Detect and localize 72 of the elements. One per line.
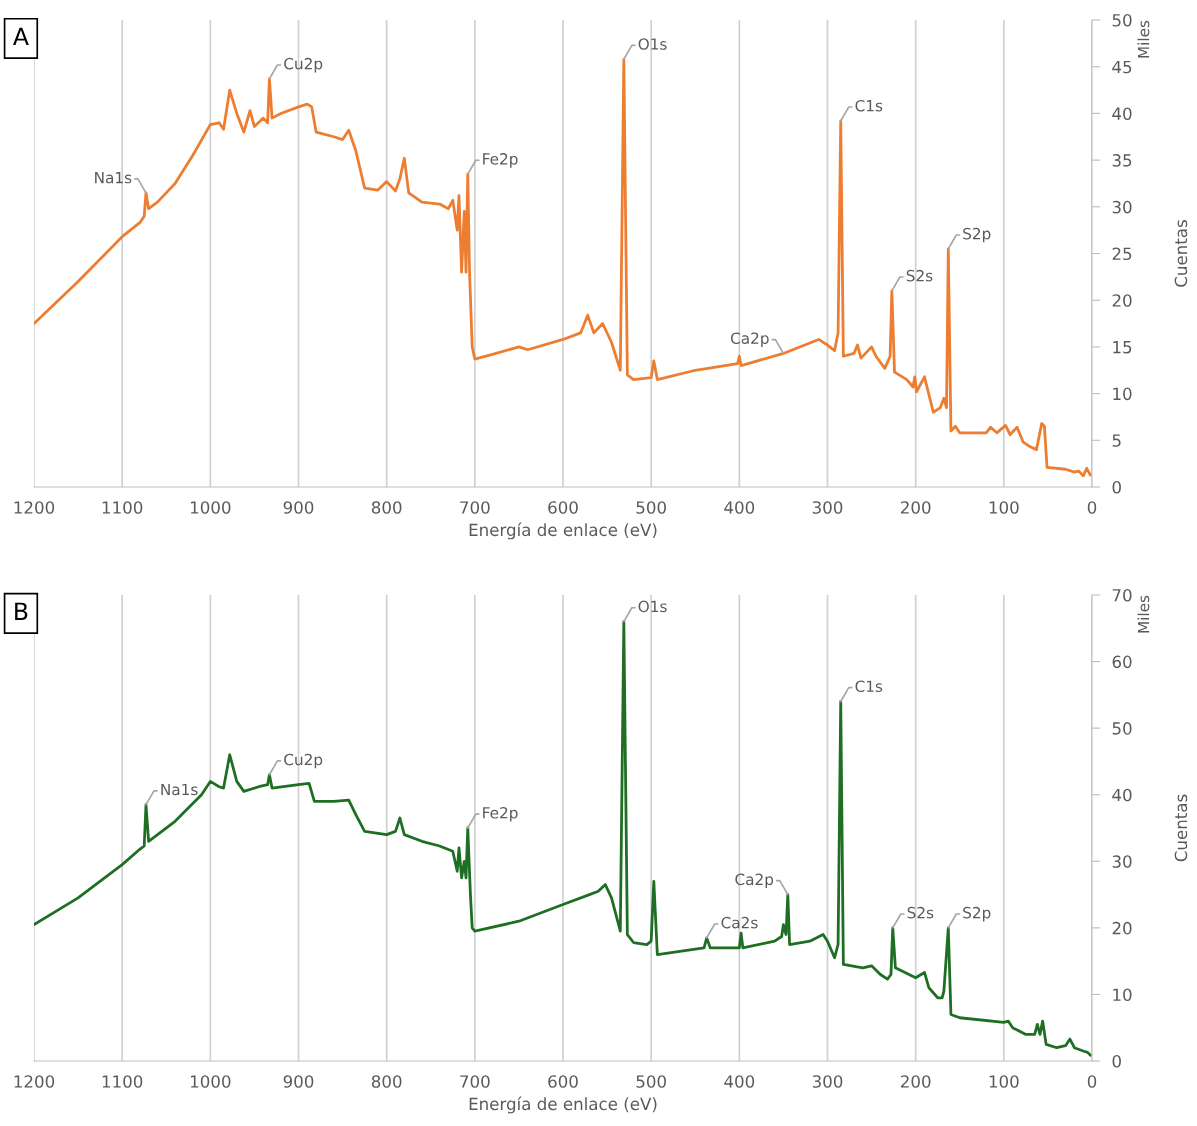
y-tick-label: 10 (1113, 387, 1132, 401)
annotation: S2s (907, 906, 934, 919)
y-tick-label: 10 (1113, 988, 1132, 1002)
y-tick-label: 50 (1112, 722, 1132, 735)
x-tick-label: 100 (989, 1075, 1019, 1088)
x-axis-title: Energía de enlace (eV) (469, 522, 657, 540)
y-tick-label: 45 (1112, 60, 1132, 74)
x-tick-label: 500 (636, 501, 666, 514)
annotation: Na1s (161, 783, 198, 796)
y-tick-label: 15 (1113, 341, 1132, 354)
annotation: Na1s (95, 172, 132, 184)
x-tick-label: 300 (812, 501, 843, 514)
annotation: C1s (855, 99, 883, 112)
chart-title: A (13, 27, 29, 45)
x-tick-label: 1000 (190, 501, 231, 514)
x-tick-label: 800 (371, 501, 402, 514)
y-tick-label: 20 (1112, 921, 1132, 935)
annotation: O1s (638, 38, 667, 50)
x-tick-label: 1200 (14, 1075, 55, 1088)
annotation: Fe2p (483, 806, 518, 822)
y-tick-label: 60 (1112, 655, 1132, 669)
x-tick-label: 600 (548, 1075, 578, 1088)
y-tick-label: 30 (1112, 200, 1132, 214)
annotation: C1s (855, 680, 883, 693)
x-tick-label: 100 (989, 501, 1019, 514)
annotation: Cu2p (284, 57, 323, 73)
annotation: Ca2p (730, 332, 769, 347)
annotation: S2p (963, 227, 991, 243)
y-axis-title: Cuentas (1174, 794, 1188, 862)
annotation: Ca2s (721, 916, 758, 929)
text: Miles (1137, 20, 1150, 58)
y-tick-label: 40 (1112, 788, 1132, 802)
x-tick-label: 1000 (190, 1075, 231, 1088)
y-tick-label: 25 (1112, 247, 1132, 261)
x-tick-label: 600 (548, 501, 578, 514)
y-tick-label: 30 (1112, 855, 1132, 868)
annotation: S2s (906, 269, 933, 282)
line-series (34, 57, 1092, 478)
x-tick-label: 500 (636, 1075, 666, 1088)
text: Miles (1137, 595, 1150, 633)
x-tick-label: 400 (724, 501, 755, 514)
x-tick-label: 1200 (14, 501, 55, 514)
x-axis-title: Energía de enlace (eV) (469, 1096, 657, 1114)
x-tick-label: 900 (283, 1075, 314, 1088)
y-axis-title: Cuentas (1174, 220, 1188, 287)
y-tick-label: 0 (1112, 1054, 1121, 1068)
annotation: S2p (963, 906, 991, 922)
annotation: O1s (638, 600, 667, 613)
x-tick-label: 900 (283, 501, 314, 514)
x-tick-label: 200 (900, 1075, 931, 1088)
y-tick-label: 20 (1112, 294, 1132, 307)
x-tick-label: 1100 (102, 1075, 143, 1088)
x-tick-label: 700 (460, 1075, 490, 1088)
y-tick-label: 50 (1112, 14, 1132, 27)
x-tick-label: 300 (812, 1075, 843, 1088)
y-tick-label: 40 (1112, 107, 1132, 120)
annotation: Ca2p (735, 873, 774, 889)
y-tick-label: 5 (1112, 434, 1121, 447)
chart-title: B (15, 602, 28, 620)
x-tick-label: 800 (371, 1075, 402, 1088)
x-tick-label: 200 (900, 501, 931, 514)
x-tick-label: 0 (1087, 1075, 1097, 1088)
x-tick-label: 700 (460, 501, 490, 514)
y-tick-label: 35 (1112, 154, 1132, 167)
y-tick-label: 70 (1112, 588, 1132, 602)
x-tick-label: 400 (724, 1075, 755, 1088)
annotation: Fe2p (483, 153, 518, 168)
x-tick-label: 1100 (102, 501, 143, 514)
annotation: Cu2p (284, 753, 323, 769)
x-tick-label: 0 (1087, 501, 1097, 514)
y-tick-label: 0 (1112, 480, 1121, 494)
line-series (34, 620, 1092, 1057)
